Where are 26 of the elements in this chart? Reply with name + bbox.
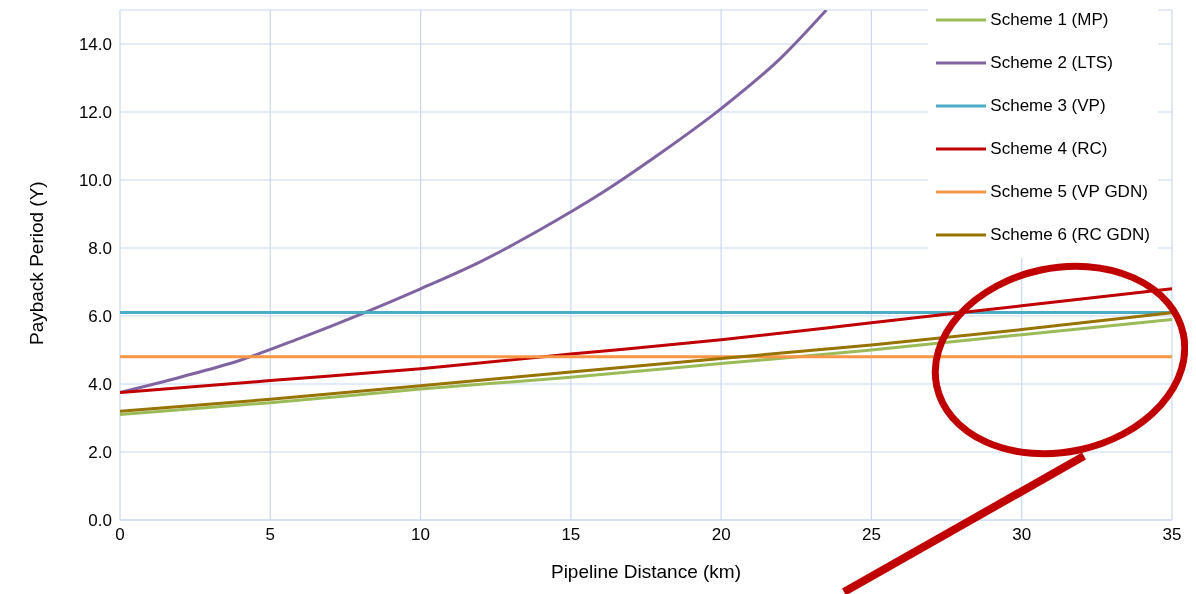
y-tick-label: 2.0 <box>88 443 112 463</box>
y-tick-label: 14.0 <box>78 35 112 55</box>
legend-label: Scheme 3 (VP) <box>990 95 1106 116</box>
legend-label: Scheme 5 (VP GDN) <box>990 181 1148 202</box>
y-tick-label: 10.0 <box>78 171 112 191</box>
x-tick-label: 5 <box>265 525 276 545</box>
y-tick-label: 0.0 <box>88 511 112 531</box>
y-tick-label: 12.0 <box>78 103 112 123</box>
x-tick-label: 0 <box>115 525 125 545</box>
x-tick-label: 15 <box>561 525 581 545</box>
y-tick-label: 4.0 <box>88 375 112 395</box>
line-series <box>120 10 828 394</box>
y-axis-title: Payback Period (Y) <box>25 181 47 345</box>
line-series <box>120 287 1172 394</box>
x-tick-label: 25 <box>861 525 881 545</box>
legend-label: Scheme 2 (LTS) <box>990 52 1113 73</box>
x-tick-label: 30 <box>1012 525 1032 545</box>
x-axis-title: Pipeline Distance (km) <box>550 561 742 582</box>
x-tick-label: 35 <box>1162 525 1182 545</box>
legend-label: Scheme 1 (MP) <box>990 9 1109 30</box>
legend-label: Scheme 4 (RC) <box>990 138 1108 159</box>
y-tick-label: 8.0 <box>88 239 112 259</box>
legend-label: Scheme 6 (RC GDN) <box>990 224 1150 245</box>
x-tick-label: 10 <box>411 525 431 545</box>
x-tick-label: 20 <box>711 525 731 545</box>
y-tick-label: 6.0 <box>88 307 112 327</box>
